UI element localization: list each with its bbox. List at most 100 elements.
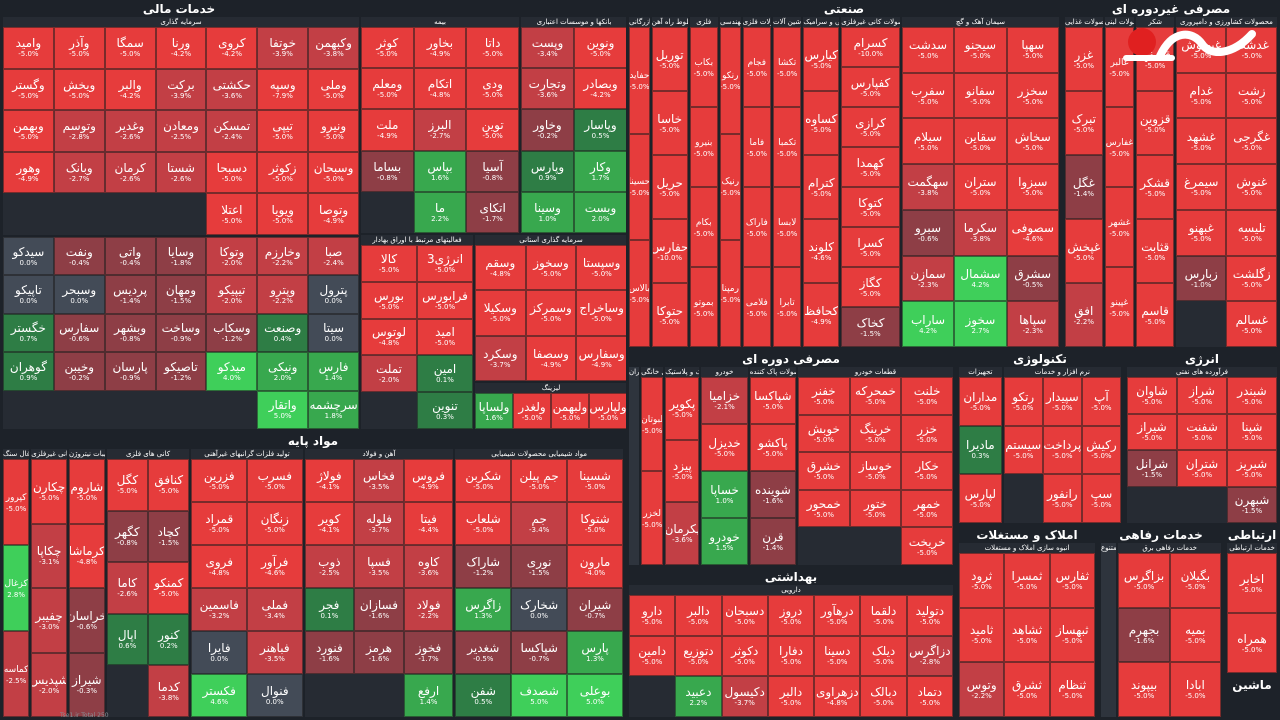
stock-tile[interactable]: غنوش -5.0% <box>1226 164 1277 210</box>
stock-tile[interactable]: وسپستا -5.0% <box>576 245 627 291</box>
stock-tile[interactable]: شپاکسا -0.7% <box>511 631 568 674</box>
stock-tile[interactable]: غپخش -5.0% <box>1065 219 1103 283</box>
stock-tile[interactable]: ختور -5.0% <box>849 489 902 528</box>
stock-tile[interactable]: غفارس -5.0% <box>1104 107 1135 187</box>
stock-tile[interactable]: خلنت -5.0% <box>901 377 953 415</box>
stock-tile[interactable]: وسخوز -5.0% <box>525 245 577 291</box>
stock-tile[interactable]: زاگرس 1.3% <box>455 588 512 631</box>
stock-tile[interactable]: کسرام -10.0% <box>841 27 900 67</box>
stock-tile[interactable]: زنگان -5.0% <box>247 502 303 545</box>
stock-tile[interactable]: ثبهساز -5.0% <box>1049 607 1095 663</box>
stock-tile[interactable]: خزامیا -2.1% <box>701 377 748 424</box>
stock-tile[interactable]: تابرا -5.0% <box>773 267 802 347</box>
stock-tile[interactable]: قمراد -5.0% <box>191 502 248 545</box>
stock-tile[interactable]: خرینگ -5.0% <box>849 414 902 453</box>
stock-tile[interactable]: سپیدار -5.0% <box>1042 377 1082 426</box>
stock-tile[interactable]: بخاور -4.9% <box>413 27 467 69</box>
stock-tile[interactable]: دسبحا -5.0% <box>206 151 258 194</box>
stock-tile[interactable]: خساپا 1.0% <box>701 471 748 518</box>
stock-tile[interactable]: تکمبا -5.0% <box>773 107 802 187</box>
stock-tile[interactable]: ومهان -1.5% <box>155 275 207 314</box>
stock-tile[interactable]: فسپا -3.5% <box>354 545 404 588</box>
stock-tile[interactable]: وملی -5.0% <box>308 68 359 111</box>
stock-tile[interactable]: سرچشمه 1.8% <box>308 390 359 429</box>
stock-tile[interactable]: بالاس -5.0% <box>629 240 650 347</box>
stock-tile[interactable]: سمازن -2.3% <box>901 255 955 302</box>
stock-tile[interactable]: ولپارس -5.0% <box>589 393 627 429</box>
stock-tile[interactable]: برکت -3.9% <box>155 68 207 111</box>
stock-tile[interactable]: پارسان -0.9% <box>104 352 156 391</box>
stock-tile[interactable]: فزرین -5.0% <box>191 459 248 502</box>
stock-tile[interactable]: وتجارت -3.6% <box>521 68 574 110</box>
stock-tile[interactable]: وسبحان -5.0% <box>308 151 359 194</box>
stock-tile[interactable]: سقاین -5.0% <box>954 118 1007 165</box>
stock-tile[interactable]: اعتلا -5.0% <box>206 193 258 235</box>
stock-tile[interactable]: شسینا -5.0% <box>567 459 623 502</box>
stock-tile[interactable]: غدام -5.0% <box>1175 72 1227 119</box>
stock-tile[interactable]: شتوکا -5.0% <box>567 502 623 545</box>
stock-tile[interactable]: قاسم -5.0% <box>1136 283 1174 347</box>
stock-tile[interactable]: کاوه -3.6% <box>403 545 454 588</box>
stock-tile[interactable]: سهگمت -3.8% <box>901 164 955 210</box>
stock-tile[interactable]: بورس -5.0% <box>361 281 417 319</box>
stock-tile[interactable]: شبریز -5.0% <box>1227 450 1277 487</box>
stock-tile[interactable]: وسقم -4.8% <box>475 245 526 291</box>
stock-tile[interactable]: ثرود -5.0% <box>959 553 1005 608</box>
stock-tile[interactable]: شپنا -5.0% <box>1227 413 1277 450</box>
stock-tile[interactable]: ذوب -2.5% <box>304 545 355 588</box>
stock-tile[interactable]: ثامید -5.0% <box>959 607 1005 663</box>
stock-tile[interactable]: ثمسرا -5.0% <box>1004 553 1050 608</box>
stock-tile[interactable]: کنافق -5.0% <box>148 459 190 511</box>
stock-tile[interactable]: وسایا -1.8% <box>155 237 207 276</box>
stock-tile[interactable]: غبهنو -5.0% <box>1175 209 1227 256</box>
stock-tile[interactable]: آسیا -0.8% <box>466 150 519 192</box>
stock-tile[interactable]: کگهر -0.8% <box>106 510 149 563</box>
stock-tile[interactable]: شفنت -5.0% <box>1177 413 1227 450</box>
stock-tile[interactable]: واتی -0.4% <box>104 237 156 276</box>
stock-tile[interactable]: فروی -4.8% <box>191 545 248 588</box>
stock-tile[interactable]: وخاور -0.2% <box>521 109 574 151</box>
stock-tile[interactable]: خوساز -5.0% <box>849 452 902 490</box>
stock-tile[interactable]: لبوتان -5.0% <box>641 377 664 471</box>
stock-tile[interactable]: بموتو -5.0% <box>689 267 718 347</box>
stock-tile[interactable]: شرانل -1.5% <box>1127 450 1177 487</box>
stock-tile[interactable]: فاراک -5.0% <box>742 187 771 267</box>
stock-tile[interactable]: کرماشا -4.8% <box>68 523 105 588</box>
stock-tile[interactable]: سبزوا -5.0% <box>1006 164 1059 210</box>
stock-tile[interactable]: سصوفی -4.6% <box>1006 209 1059 256</box>
stock-tile[interactable]: شبندر -5.0% <box>1227 377 1277 414</box>
stock-tile[interactable]: تنوین 0.3% <box>417 392 473 429</box>
stock-tile[interactable]: کچاد -1.5% <box>148 510 190 563</box>
stock-tile[interactable]: بجهرم -1.6% <box>1118 607 1170 663</box>
stock-tile[interactable]: غشهر -5.0% <box>1104 187 1135 267</box>
stock-tile[interactable]: کرمان -2.6% <box>104 151 156 194</box>
stock-tile[interactable]: سفارس -0.6% <box>53 313 105 353</box>
stock-tile[interactable]: دلقما -5.0% <box>860 595 907 636</box>
stock-tile[interactable]: وسکرد -3.7% <box>475 335 526 381</box>
stock-tile[interactable]: وسصفا -4.9% <box>525 335 577 381</box>
stock-tile[interactable]: وصنعت 0.4% <box>257 313 309 353</box>
stock-tile[interactable]: دتوزیع -5.0% <box>675 635 722 677</box>
stock-tile[interactable]: سبرو -0.6% <box>901 209 955 256</box>
stock-tile[interactable]: اتکام -4.8% <box>413 68 467 110</box>
stock-tile[interactable]: مداران -5.0% <box>959 377 1002 426</box>
stock-tile[interactable]: ما 2.2% <box>413 191 467 233</box>
stock-tile[interactable]: بوعلی 5.0% <box>567 674 623 717</box>
stock-tile[interactable]: زبارس -1.0% <box>1175 255 1227 302</box>
stock-tile[interactable]: ولساپا 1.6% <box>475 393 513 429</box>
stock-tile[interactable]: پردیس -1.4% <box>104 275 156 314</box>
stock-tile[interactable]: توین -5.0% <box>466 109 519 151</box>
stock-tile[interactable]: سیستم -5.0% <box>1003 425 1043 475</box>
stock-tile[interactable]: شفن 0.5% <box>455 674 512 717</box>
stock-tile[interactable]: رکیش -5.0% <box>1081 425 1121 475</box>
stock-tile[interactable]: سیمرغ -5.0% <box>1175 164 1227 210</box>
stock-tile[interactable]: ساراب 4.2% <box>901 301 955 347</box>
stock-tile[interactable]: غزر -5.0% <box>1065 27 1103 91</box>
stock-tile[interactable]: پکویر -5.0% <box>665 377 700 440</box>
stock-tile[interactable]: کالا -5.0% <box>361 245 417 282</box>
stock-tile[interactable]: امید -5.0% <box>417 318 473 356</box>
stock-tile[interactable]: بگیلان -5.0% <box>1169 553 1221 608</box>
stock-tile[interactable]: ولغدر -5.0% <box>513 393 551 429</box>
stock-tile[interactable]: دتماد -5.0% <box>906 676 953 717</box>
stock-tile[interactable]: زکوثر -5.0% <box>257 151 309 194</box>
